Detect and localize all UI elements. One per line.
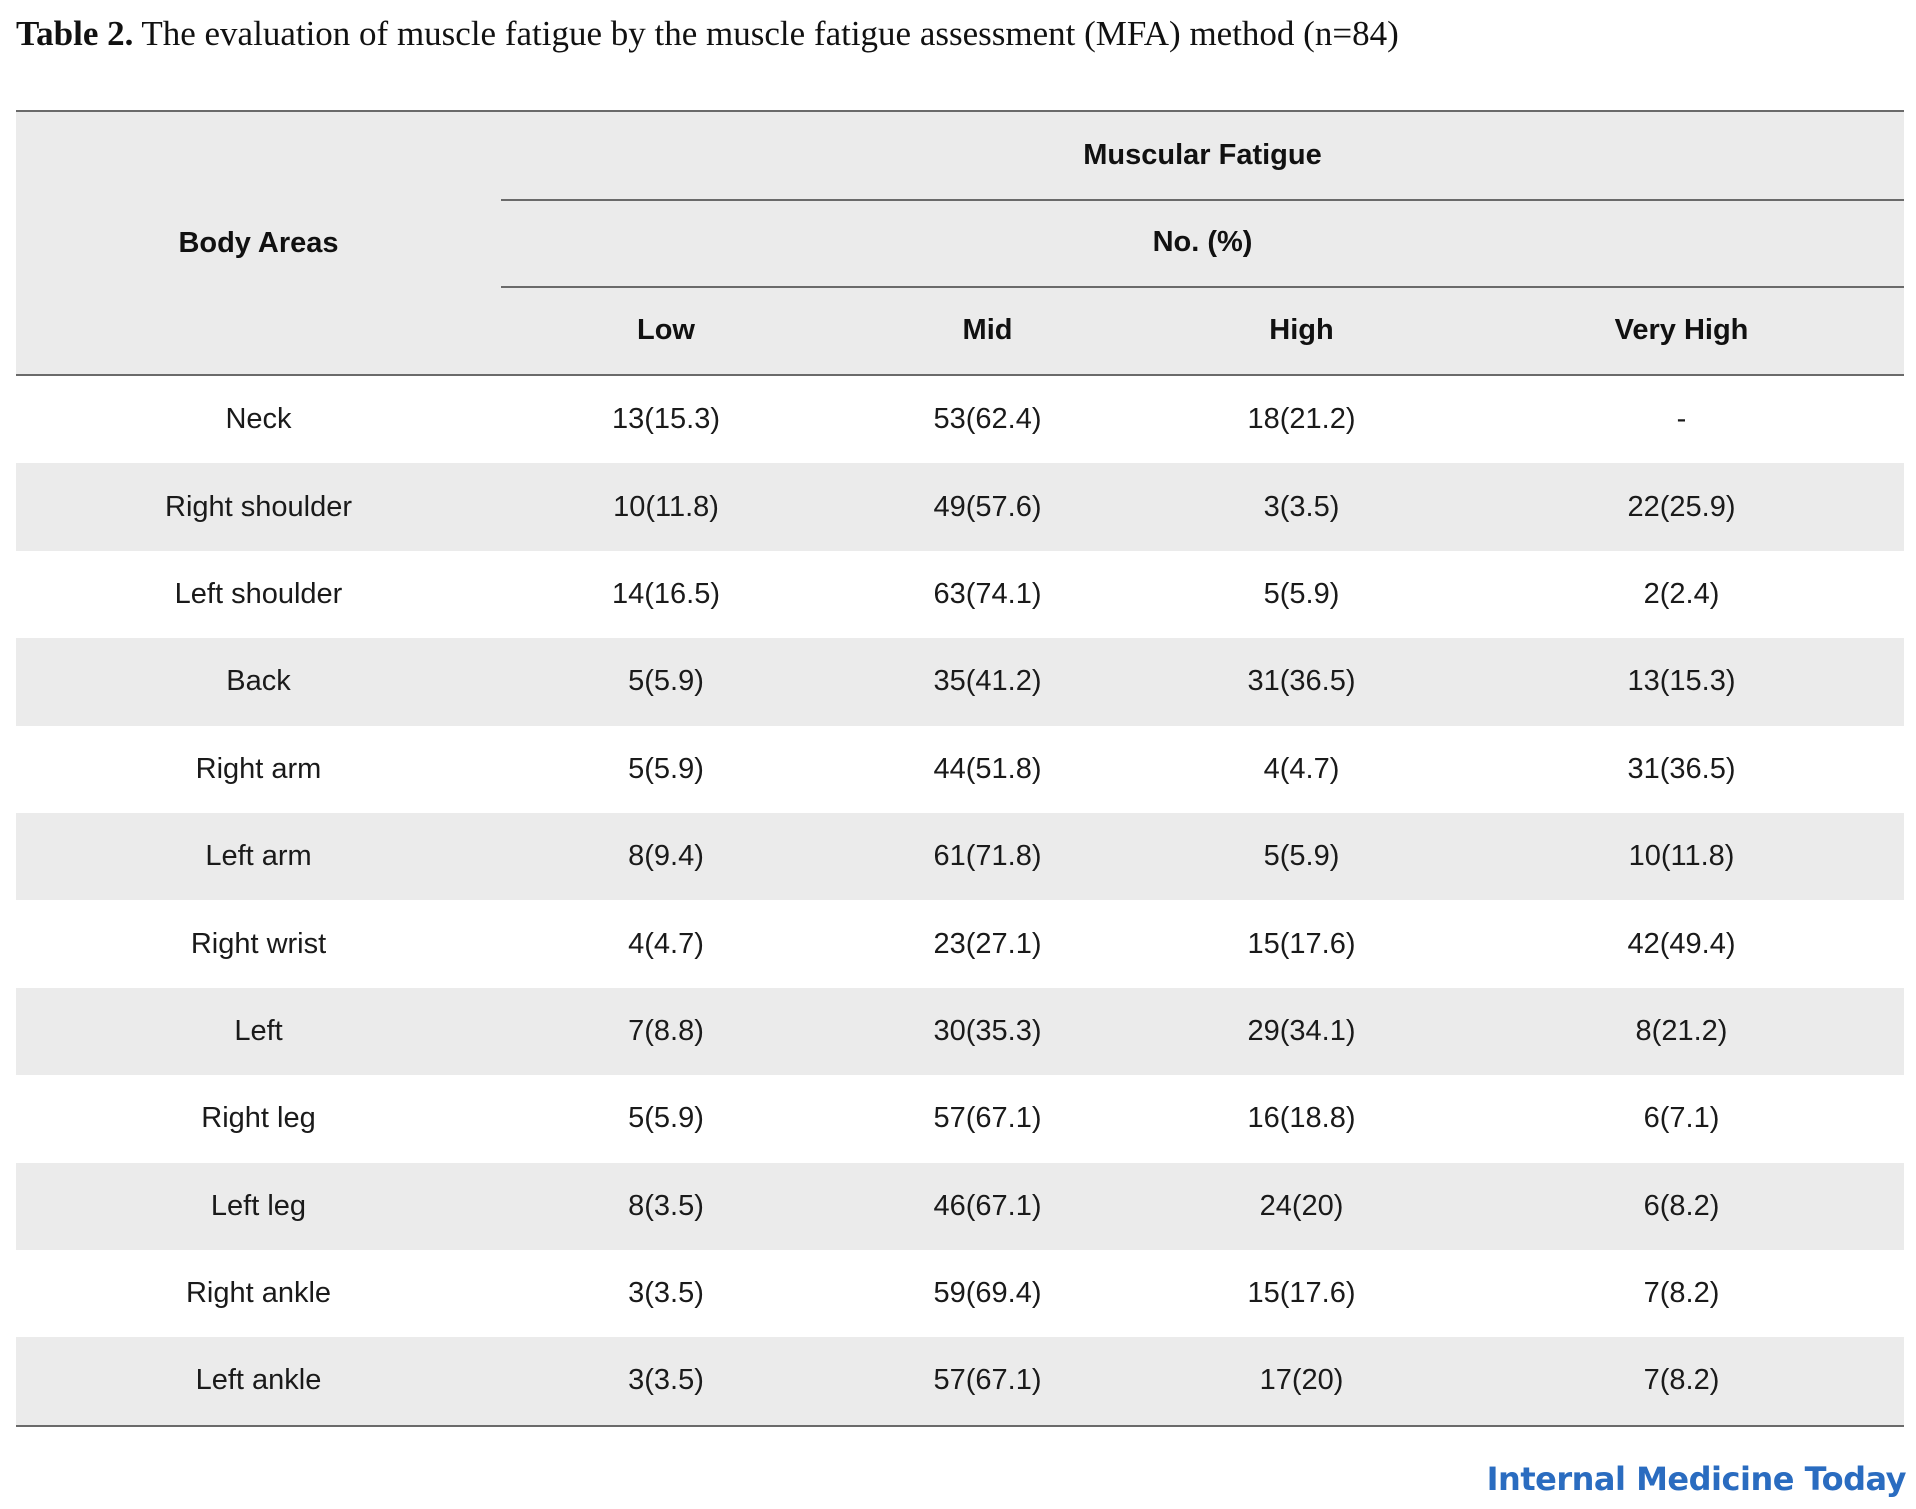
header-very-high: Very High [1614, 314, 1749, 346]
cell-high: 15(17.6) [1247, 927, 1356, 960]
cell-mid: 53(62.4) [933, 403, 1042, 436]
table-row: Left leg 8(3.5) 46(67.1) 24(20) 6(8.2) [16, 1162, 1904, 1250]
table-row: Right ankle 3(3.5) 59(69.4) 15(17.6) 7(8.2) [16, 1250, 1904, 1337]
cell-low: 13(15.3) [611, 403, 720, 436]
cell-area: Left arm [205, 840, 312, 873]
cell-high: 16(18.8) [1247, 1102, 1356, 1135]
table-title: The evaluation of muscle fatigue by the … [141, 14, 1399, 53]
header-low: Low [637, 314, 695, 346]
table-row: Left arm 8(9.4) 61(71.8) 5(5.9) 10(11.8) [16, 812, 1904, 901]
table-row: Neck 13(15.3) 53(62.4) 18(21.2) - [16, 376, 1904, 463]
cell-area: Back [226, 665, 291, 698]
cell-area: Left shoulder [174, 577, 343, 610]
cell-low: 7(8.8) [628, 1014, 704, 1047]
cell-area: Left [234, 1014, 283, 1047]
table-row: Back 5(5.9) 35(41.2) 31(36.5) 13(15.3) [16, 638, 1904, 726]
cell-mid: 57(67.1) [933, 1102, 1042, 1135]
cell-mid: 59(69.4) [933, 1277, 1042, 1310]
cell-area: Right wrist [190, 927, 327, 960]
table-row: Right leg 5(5.9) 57(67.1) 16(18.8) 6(7.1) [16, 1075, 1904, 1162]
cell-very-high: - [1676, 403, 1687, 436]
cell-very-high: 31(36.5) [1627, 752, 1736, 785]
header-muscular-fatigue: Muscular Fatigue [501, 112, 1904, 201]
cell-mid: 46(67.1) [933, 1189, 1042, 1222]
table-row: Left shoulder 14(16.5) 63(74.1) 5(5.9) 2(2.4… [16, 551, 1904, 638]
table-label: Table 2. [16, 14, 134, 53]
cell-mid: 57(67.1) [933, 1364, 1042, 1397]
cell-low: 4(4.7) [628, 927, 704, 960]
header-body-areas: Body Areas [178, 226, 339, 259]
cell-mid: 49(57.6) [933, 490, 1042, 523]
table-row: Right arm 5(5.9) 44(51.8) 4(4.7) 31(36.5) [16, 726, 1904, 813]
cell-low: 5(5.9) [628, 1102, 704, 1135]
cell-very-high: 13(15.3) [1627, 665, 1736, 698]
cell-high: 24(20) [1259, 1189, 1344, 1222]
fatigue-table: Body Areas Muscular Fatigue No. (%) Low … [16, 110, 1904, 1427]
cell-low: 3(3.5) [628, 1364, 704, 1397]
cell-very-high: 7(8.2) [1643, 1277, 1720, 1310]
cell-very-high: 2(2.4) [1643, 577, 1720, 610]
cell-high: 4(4.7) [1263, 752, 1340, 785]
cell-very-high: 8(21.2) [1635, 1014, 1728, 1047]
cell-high: 29(34.1) [1247, 1014, 1356, 1047]
cell-low: 3(3.5) [628, 1277, 704, 1310]
journal-logo: Internal Medicine Today [1486, 1460, 1907, 1498]
cell-very-high: 10(11.8) [1628, 840, 1735, 873]
cell-low: 5(5.9) [628, 752, 704, 785]
cell-mid: 61(71.8) [933, 840, 1042, 873]
cell-very-high: 42(49.4) [1627, 927, 1736, 960]
table-row: Right shoulder 10(11.8) 49(57.6) 3(3.5) 22(2… [16, 463, 1904, 551]
cell-high: 3(3.5) [1263, 490, 1340, 523]
table-row: Left 7(8.8) 30(35.3) 29(34.1) 8(21.2) [16, 987, 1904, 1076]
cell-area: Left ankle [195, 1364, 322, 1397]
table-row: Right wrist 4(4.7) 23(27.1) 15(17.6) 42(49.4… [16, 900, 1904, 987]
table-header: Body Areas Muscular Fatigue No. (%) Low … [16, 112, 1904, 376]
cell-low: 8(9.4) [628, 840, 704, 873]
cell-area: Right leg [201, 1102, 316, 1135]
cell-mid: 35(41.2) [933, 665, 1042, 698]
cell-area: Neck [225, 403, 292, 436]
cell-high: 31(36.5) [1247, 665, 1356, 698]
table-row: Left ankle 3(3.5) 57(67.1) 17(20) 7(8.2) [16, 1337, 1904, 1425]
cell-high: 5(5.9) [1263, 577, 1340, 610]
cell-mid: 23(27.1) [933, 927, 1042, 960]
cell-mid: 30(35.3) [933, 1014, 1042, 1047]
header-high: High [1269, 314, 1334, 346]
table-caption: Table 2. The evaluation of muscle fatigue… [16, 14, 1399, 54]
cell-low: 10(11.8) [613, 490, 719, 523]
cell-high: 17(20) [1259, 1364, 1344, 1397]
cell-very-high: 6(7.1) [1643, 1102, 1720, 1135]
cell-low: 14(16.5) [611, 577, 720, 610]
cell-high: 18(21.2) [1247, 403, 1356, 436]
header-levels: Low Mid High Very High [501, 287, 1904, 374]
cell-very-high: 6(8.2) [1643, 1189, 1720, 1222]
cell-area: Left leg [210, 1189, 307, 1222]
header-mid: Mid [962, 314, 1013, 346]
table-body: Neck 13(15.3) 53(62.4) 18(21.2) - Right shoul… [16, 376, 1904, 1425]
cell-area: Right shoulder [165, 490, 352, 523]
cell-mid: 63(74.1) [933, 577, 1042, 610]
cell-very-high: 22(25.9) [1627, 490, 1736, 523]
cell-high: 15(17.6) [1247, 1277, 1356, 1310]
cell-very-high: 7(8.2) [1643, 1364, 1720, 1397]
cell-area: Right arm [195, 752, 322, 785]
cell-mid: 44(51.8) [933, 752, 1042, 785]
cell-area: Right ankle [185, 1277, 332, 1310]
header-unit: No. (%) [501, 199, 1904, 288]
cell-high: 5(5.9) [1263, 840, 1340, 873]
cell-low: 5(5.9) [628, 665, 704, 698]
cell-low: 8(3.5) [628, 1189, 704, 1222]
